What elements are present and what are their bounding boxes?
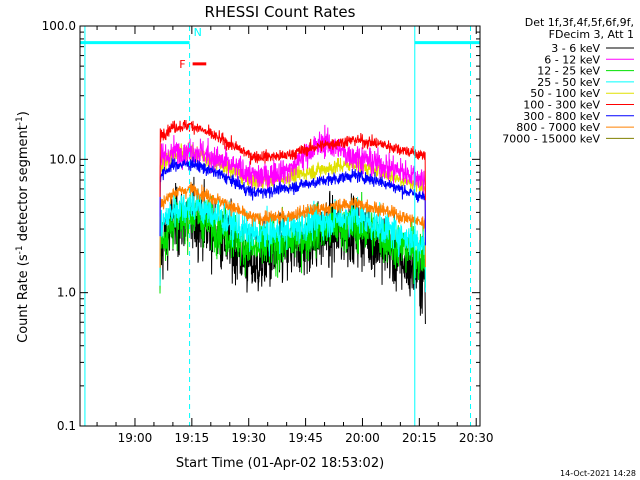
series-layer [159, 119, 426, 325]
chart-title: RHESSI Count Rates [205, 3, 356, 21]
x-tick-label: 20:00 [345, 431, 380, 445]
y-axis-label-end: ) [16, 111, 31, 116]
legend-entry-label: 3 - 6 keV [551, 42, 600, 55]
y-tick-label: 10.0 [49, 152, 76, 166]
legend-entry-label: 100 - 300 keV [523, 99, 600, 112]
y-axis-label-mid: detector segment [16, 125, 31, 245]
series-line-6-12kev [159, 124, 426, 233]
timestamp: 14-Oct-2021 14:28 [560, 469, 636, 478]
y-tick-label: 0.1 [57, 419, 76, 433]
series-line-100-300kev [159, 119, 426, 201]
legend-entry-label: 800 - 7000 keV [516, 121, 600, 134]
x-tick-label: 19:45 [288, 431, 323, 445]
series-line-800-7000kev [159, 181, 426, 268]
y-tick-label: 1.0 [57, 286, 76, 300]
x-tick-label: 19:00 [118, 431, 153, 445]
marker-layer: NF [80, 26, 480, 426]
y-axis-label: Count Rate (s-1 detector segment-1) [15, 111, 31, 343]
event-marker-n: N [194, 26, 202, 39]
x-tick-label: 19:15 [175, 431, 210, 445]
plot-frame [79, 25, 481, 427]
y-axis-label-start: Count Rate (s [16, 254, 31, 343]
x-tick-label: 20:30 [459, 431, 494, 445]
y-axis-label-sup2: -1 [15, 116, 25, 125]
series-line-25-50kev [159, 188, 426, 293]
legend-entry-label: 300 - 800 keV [523, 110, 600, 123]
legend-entry-label: 50 - 100 keV [530, 87, 600, 100]
x-tick-label: 19:30 [231, 431, 266, 445]
legend-entry-label: 25 - 50 keV [537, 76, 600, 89]
ticks-layer: 19:00 19:15 19:30 19:45 20:00 20:15 20:30 0.1 1.… [42, 19, 494, 445]
x-tick-label: 20:15 [402, 431, 437, 445]
event-marker-f: F [179, 58, 185, 71]
y-tick-label: 100.0 [42, 19, 76, 33]
legend-header-line2: FDecim 3, Att 1 [549, 28, 634, 41]
legend-header-line1: Det 1f,3f,4f,5f,6f,9f, [525, 16, 634, 29]
legend: Det 1f,3f,4f,5f,6f,9f, FDecim 3, Att 1 3… [502, 16, 634, 145]
x-axis-label: Start Time (01-Apr-02 18:53:02) [176, 456, 384, 471]
legend-entry-label: 7000 - 15000 keV [502, 132, 600, 145]
legend-entry-label: 12 - 25 keV [537, 65, 600, 78]
y-axis-label-sup1: -1 [15, 245, 25, 254]
series-line-300-800kev [159, 156, 426, 246]
legend-entry-label: 6 - 12 keV [544, 53, 600, 66]
